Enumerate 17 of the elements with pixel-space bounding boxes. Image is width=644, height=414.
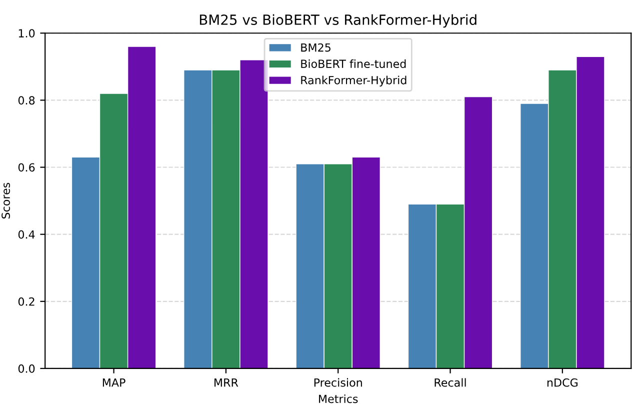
y-tick-label: 0.8	[18, 96, 35, 105]
legend-label: BM25	[301, 43, 330, 52]
y-tick-label: 0.0	[18, 364, 35, 373]
x-tick-label: Recall	[434, 378, 466, 387]
legend-label: RankFormer-Hybrid	[301, 76, 406, 86]
y-tick-label: 0.6	[18, 163, 35, 172]
legend-label: BioBERT fine-tuned	[301, 59, 406, 68]
chart-title: BM25 vs BioBERT vs RankFormer-Hybrid	[200, 14, 476, 28]
x-tick-label: nDCG	[547, 378, 578, 387]
x-tick-label: MRR	[214, 378, 238, 387]
y-tick-label: 1.0	[18, 29, 35, 38]
y-tick-label: 0.4	[18, 230, 35, 239]
y-tick-label: 0.2	[18, 297, 34, 306]
x-tick-label: Precision	[314, 378, 362, 387]
x-tick-label: MAP	[102, 378, 126, 387]
y-axis-title: Scores	[2, 182, 10, 219]
x-axis-title: Metrics	[319, 394, 358, 404]
